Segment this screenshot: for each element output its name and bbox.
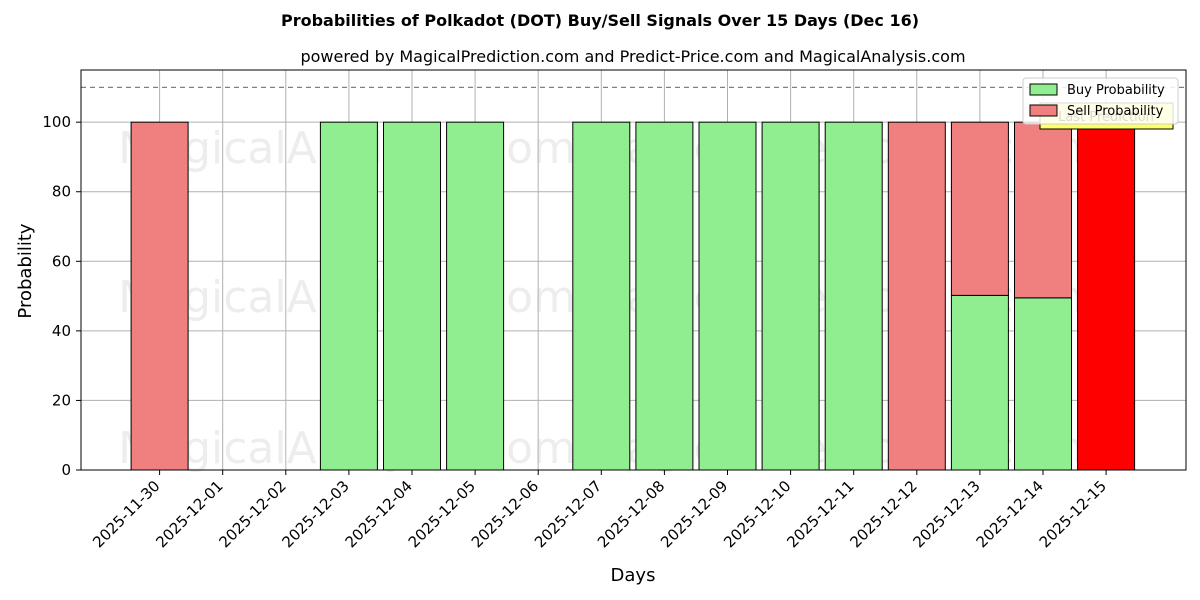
x-tick-label: 2025-12-06	[468, 477, 542, 551]
x-tick-label: 2025-12-07	[531, 477, 605, 551]
bar-highlight	[1077, 121, 1136, 471]
chart-subtitle: powered by MagicalPrediction.com and Pre…	[300, 47, 965, 66]
legend-swatch-buy	[1029, 83, 1058, 96]
bar-buy	[950, 294, 1009, 471]
x-tick-label: 2025-12-05	[405, 477, 479, 551]
x-tick-label: 2025-12-01	[152, 477, 226, 551]
x-tick-label: 2025-12-13	[910, 477, 984, 551]
bar-buy	[446, 121, 505, 471]
y-tick-label: 60	[52, 252, 71, 270]
x-tick-label: 2025-12-02	[215, 477, 289, 551]
x-tick-label: 2025-12-10	[720, 477, 794, 551]
y-tick-label: 40	[52, 322, 71, 340]
bar-sell	[950, 121, 1009, 296]
legend-swatch-sell	[1029, 104, 1058, 117]
x-tick-label: 2025-12-11	[783, 477, 857, 551]
bar-buy	[761, 121, 820, 471]
chart-title: Probabilities of Polkadot (DOT) Buy/Sell…	[281, 11, 919, 30]
bar-buy	[572, 121, 631, 471]
x-tick-label: 2025-12-09	[657, 477, 731, 551]
x-tick-label: 2025-12-04	[342, 477, 416, 551]
x-axis-label: Days	[611, 565, 656, 586]
bar-sell	[1014, 121, 1072, 299]
legend-box	[1022, 77, 1179, 125]
y-tick-label: 20	[52, 391, 71, 409]
bar-buy	[319, 121, 378, 471]
x-tick-label: 2025-11-30	[89, 477, 163, 551]
bar-buy	[1014, 297, 1072, 471]
y-tick-label: 0	[61, 461, 71, 479]
x-tick-label: 2025-12-08	[594, 477, 668, 551]
y-tick-label: 100	[42, 113, 71, 131]
legend-label-buy: Buy Probability	[1067, 83, 1165, 98]
legend-label-sell: Sell Probability	[1067, 104, 1164, 119]
plot-area: MagicalAnalysis.comMagicalPrediction.com…	[42, 69, 1187, 551]
bar-buy	[824, 121, 883, 471]
bar-buy	[698, 121, 757, 471]
bar-buy	[635, 121, 694, 471]
x-tick-label: 2025-12-15	[1036, 477, 1110, 551]
axes-frame	[80, 69, 1187, 471]
x-tick-label: 2025-12-12	[846, 477, 920, 551]
y-tick-label: 80	[52, 183, 71, 201]
bar-buy	[383, 121, 441, 471]
bar-sell	[887, 121, 946, 471]
bar-sell	[130, 121, 189, 471]
x-tick-label: 2025-12-14	[973, 477, 1047, 551]
y-axis-label: Probability	[15, 223, 36, 318]
x-tick-label: 2025-12-03	[279, 477, 353, 551]
